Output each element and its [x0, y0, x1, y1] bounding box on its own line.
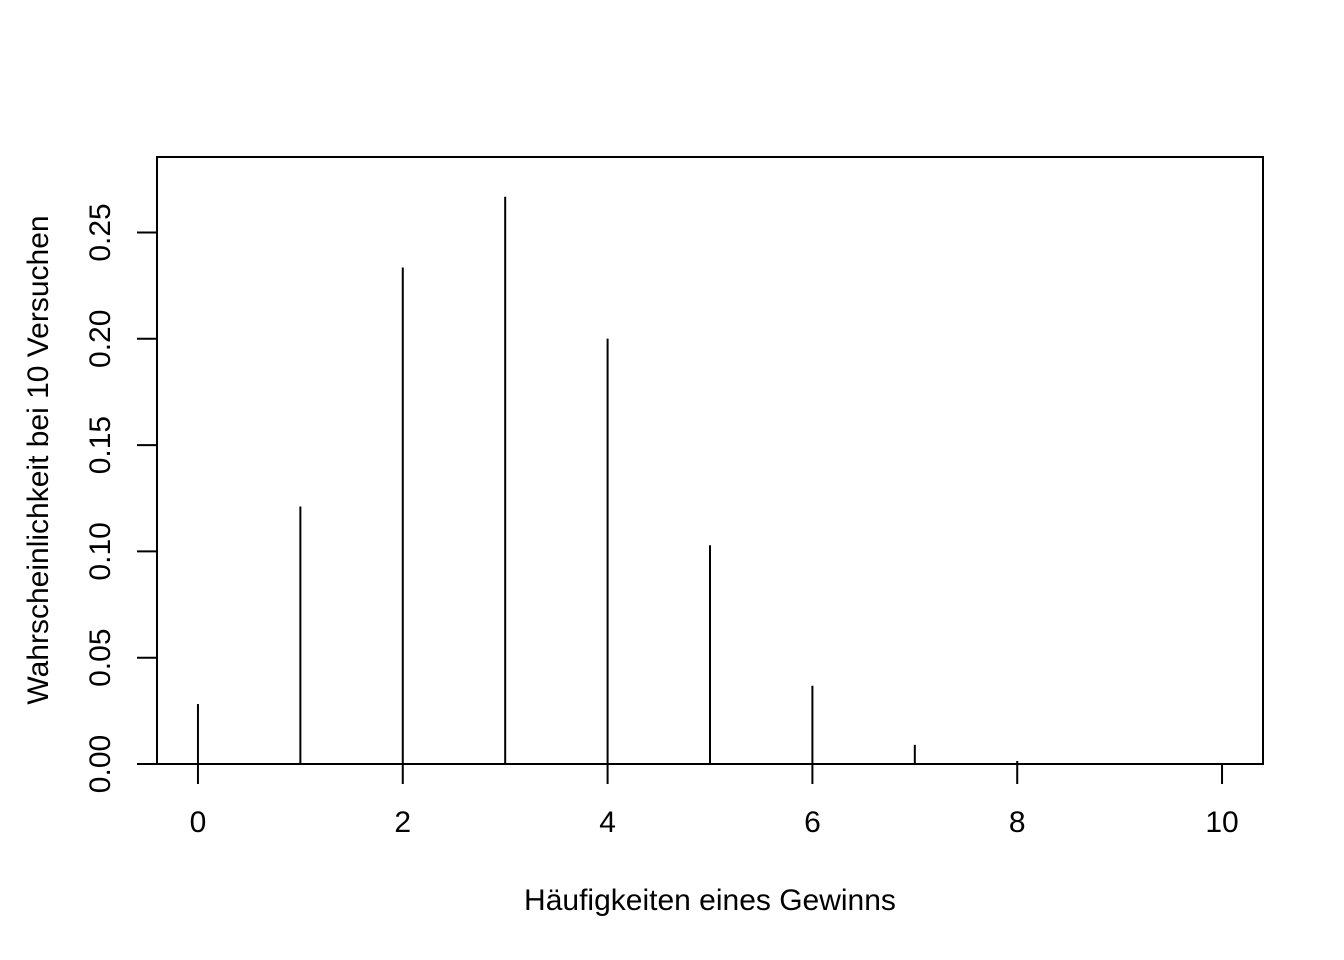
- y-tick-label: 0.10: [84, 522, 117, 580]
- x-axis: 0 2 4 6 8 10: [190, 763, 1239, 839]
- x-tick-label: 6: [804, 806, 821, 839]
- x-tick-label: 2: [394, 806, 411, 839]
- x-axis-label: Häufigkeiten eines Gewinns: [524, 884, 896, 917]
- y-tick-label: 0.15: [84, 416, 117, 474]
- x-tick-label: 8: [1009, 806, 1026, 839]
- y-tick-label: 0.00: [84, 735, 117, 793]
- x-tick-label: 0: [190, 806, 207, 839]
- y-axis: 0.00 0.05 0.10 0.15 0.20 0.25: [84, 203, 158, 793]
- y-tick-label: 0.05: [84, 628, 117, 686]
- y-tick-label: 0.25: [84, 203, 117, 261]
- x-tick-label: 10: [1205, 806, 1238, 839]
- bar-series: [196, 196, 1224, 764]
- x-tick-label: 4: [599, 806, 616, 839]
- y-tick-label: 0.20: [84, 310, 117, 368]
- y-axis-label: Wahrscheinlichkeit bei 10 Versuchen: [22, 215, 55, 704]
